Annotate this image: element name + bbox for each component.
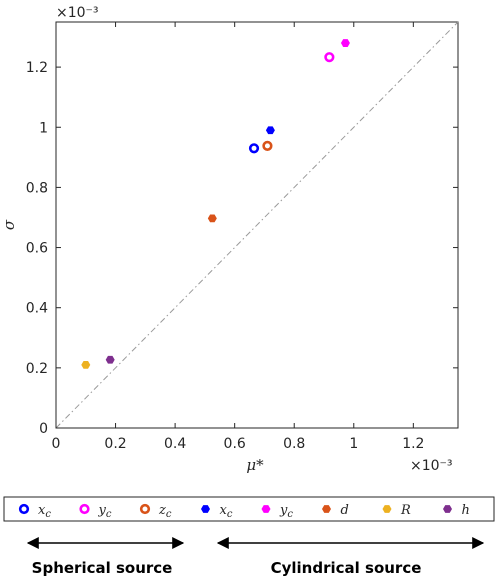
legend-label-subscript: c — [166, 509, 172, 520]
x-tick-label: 0.6 — [224, 436, 246, 452]
legend-marker — [261, 505, 271, 513]
legend-label-base: R — [400, 503, 411, 518]
legend-marker — [201, 505, 210, 513]
legend-marker — [139, 503, 151, 515]
y-axis-ticks: 0 0.2 0.4 0.6 0.8 1 1.2 — [26, 60, 458, 437]
legend-marker — [18, 503, 30, 515]
y-tick-label: 1.2 — [26, 60, 48, 76]
y-tick-label: 0.2 — [26, 361, 48, 377]
data-points — [81, 39, 350, 369]
legend-label-base: d — [341, 503, 349, 518]
y-tick-label: 0 — [39, 421, 48, 437]
legend-marker — [79, 503, 90, 515]
legend-marker — [322, 505, 331, 513]
x-tick-label: 0.2 — [104, 436, 126, 452]
point-cylindrical-xc — [265, 126, 275, 135]
legend-label: yc — [279, 503, 293, 520]
point-cylindrical-yc — [340, 39, 350, 47]
legend-label: xc — [38, 503, 51, 520]
legend-label-base: x — [38, 503, 46, 518]
point-spherical-yc — [324, 52, 335, 63]
y-tick-label: 0.8 — [26, 180, 48, 196]
legend-label: R — [400, 503, 411, 518]
legend-label: zc — [158, 503, 172, 520]
point-spherical-zc — [262, 140, 273, 152]
x-exponent: ×10⁻³ — [410, 458, 453, 474]
legend-label-base: x — [220, 503, 228, 518]
cylindrical-label: Cylindrical source — [271, 559, 422, 577]
x-axis-label: μ* — [246, 456, 264, 474]
legend-label-subscript: c — [227, 509, 233, 520]
point-cylindrical-d — [207, 214, 217, 223]
legend-label-base: z — [158, 503, 166, 518]
point-spherical-xc — [248, 143, 260, 154]
point-cylindrical-h — [105, 355, 115, 364]
legend-label-base: y — [279, 503, 288, 518]
x-tick-label: 0.8 — [283, 436, 305, 452]
x-tick-label: 0 — [52, 436, 61, 452]
legend-marker — [443, 505, 452, 513]
point-cylindrical-R — [81, 360, 91, 369]
x-tick-label: 1.2 — [402, 436, 424, 452]
legend-label-base: h — [462, 503, 470, 518]
legend-label: xc — [220, 503, 233, 520]
legend-label-subscript: c — [45, 509, 51, 520]
y-exponent: ×10⁻³ — [56, 5, 99, 21]
legend-label-subscript: c — [287, 509, 293, 520]
legend-label: d — [341, 503, 349, 518]
y-axis-label: σ — [0, 219, 18, 230]
y-tick-label: 0.4 — [26, 301, 48, 317]
x-tick-label: 1 — [349, 436, 358, 452]
legend-marker — [382, 505, 392, 513]
y-tick-label: 0.6 — [26, 241, 48, 257]
spherical-label: Spherical source — [32, 559, 173, 577]
legend-label: h — [462, 503, 470, 518]
legend-label-base: y — [98, 503, 107, 518]
y-tick-label: 1 — [39, 120, 48, 136]
x-axis-ticks: 0 0.2 0.4 0.6 0.8 1 1.2 — [52, 22, 424, 452]
legend-box — [3, 496, 495, 522]
reference-line — [55, 21, 459, 429]
legend-label-subscript: c — [106, 509, 112, 520]
x-tick-label: 0.4 — [164, 436, 186, 452]
legend-label: yc — [98, 503, 112, 520]
